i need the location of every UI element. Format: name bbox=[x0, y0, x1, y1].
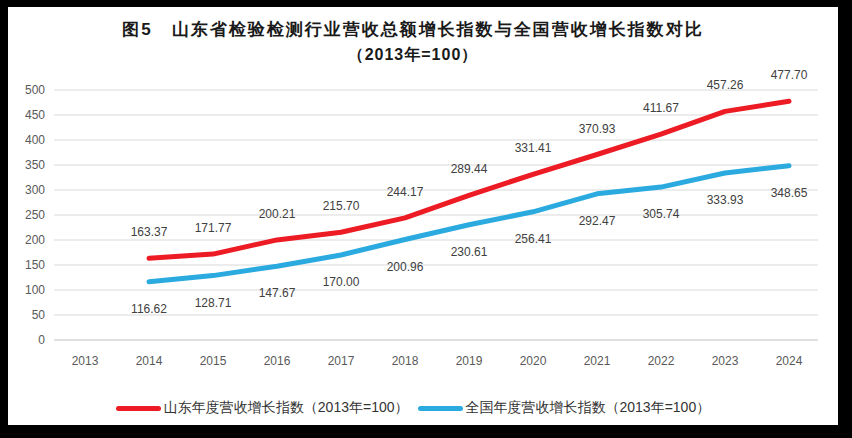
y-tick-label: 250 bbox=[25, 208, 45, 222]
legend-swatch-shandong-line bbox=[116, 406, 161, 411]
data-label: 292.47 bbox=[579, 214, 616, 228]
x-tick-label: 2020 bbox=[520, 354, 547, 368]
legend-label-national: 全国年度营收增长指数（2013年=100） bbox=[466, 399, 711, 417]
data-label: 348.65 bbox=[771, 186, 808, 200]
legend-label-shandong: 山东年度营收增长指数（2013年=100） bbox=[164, 399, 409, 417]
y-tick-label: 350 bbox=[25, 158, 45, 172]
x-tick-label: 2021 bbox=[584, 354, 611, 368]
data-label: 411.67 bbox=[643, 101, 679, 115]
chart-canvas: 050100150200250300350400450500 201320142… bbox=[8, 7, 838, 425]
data-label: 305.74 bbox=[643, 207, 680, 221]
data-label: 163.37 bbox=[131, 225, 168, 239]
data-labels: 163.37 171.77 200.21 215.70 244.17 289.44 331.… bbox=[131, 68, 808, 316]
chart-panel: 图5 山东省检验检测行业营收总额增长指数与全国营收增长指数对比 （2013年=1… bbox=[8, 7, 838, 425]
data-label: 147.67 bbox=[259, 286, 296, 300]
x-tick-label: 2023 bbox=[712, 354, 739, 368]
y-tick-label: 400 bbox=[25, 133, 45, 147]
gridlines bbox=[54, 90, 818, 340]
x-tick-label: 2018 bbox=[392, 354, 419, 368]
legend-item-shandong: 山东年度营收增长指数（2013年=100） bbox=[116, 399, 409, 417]
series-line-1 bbox=[149, 166, 789, 282]
data-label: 230.61 bbox=[451, 245, 488, 259]
y-tick-label: 100 bbox=[25, 283, 45, 297]
x-tick-label: 2022 bbox=[648, 354, 675, 368]
y-tick-label: 50 bbox=[32, 308, 46, 322]
data-label: 128.71 bbox=[195, 296, 232, 310]
data-label: 215.70 bbox=[323, 199, 360, 213]
data-label: 331.41 bbox=[515, 141, 552, 155]
data-label: 457.26 bbox=[707, 78, 744, 92]
data-label: 333.93 bbox=[707, 193, 744, 207]
y-axis-tick-labels: 0 50 100 150 200 250 300 350 400 450 500 bbox=[25, 83, 45, 347]
x-tick-label: 2017 bbox=[328, 354, 355, 368]
data-label: 170.00 bbox=[323, 275, 360, 289]
x-tick-label: 2015 bbox=[200, 354, 227, 368]
data-label: 477.70 bbox=[771, 68, 808, 82]
y-tick-label: 0 bbox=[38, 333, 45, 347]
y-tick-label: 200 bbox=[25, 233, 45, 247]
x-axis-tick-labels: 2013 2014 2015 2016 2017 2018 2019 2020 2021 2022… bbox=[72, 354, 803, 368]
legend-swatch-national-line bbox=[418, 406, 463, 411]
chart-legend: 山东年度营收增长指数（2013年=100） 全国年度营收增长指数（2013年=1… bbox=[8, 394, 818, 422]
data-label: 256.41 bbox=[515, 232, 552, 246]
legend-item-national: 全国年度营收增长指数（2013年=100） bbox=[418, 399, 711, 417]
data-label: 200.21 bbox=[259, 207, 296, 221]
x-tick-label: 2019 bbox=[456, 354, 483, 368]
x-tick-label: 2013 bbox=[72, 354, 99, 368]
data-label: 171.77 bbox=[195, 221, 232, 235]
screenshot-root: { "frame": { "border_color": "#000000", … bbox=[0, 0, 852, 438]
y-tick-label: 450 bbox=[25, 108, 45, 122]
y-tick-label: 500 bbox=[25, 83, 45, 97]
y-tick-label: 150 bbox=[25, 258, 45, 272]
data-label: 200.96 bbox=[387, 260, 424, 274]
x-tick-label: 2024 bbox=[776, 354, 803, 368]
data-label: 244.17 bbox=[387, 185, 424, 199]
data-label: 116.62 bbox=[131, 302, 167, 316]
data-label: 370.93 bbox=[579, 122, 616, 136]
x-tick-label: 2014 bbox=[136, 354, 163, 368]
y-tick-label: 300 bbox=[25, 183, 45, 197]
x-tick-label: 2016 bbox=[264, 354, 291, 368]
data-label: 289.44 bbox=[451, 162, 488, 176]
